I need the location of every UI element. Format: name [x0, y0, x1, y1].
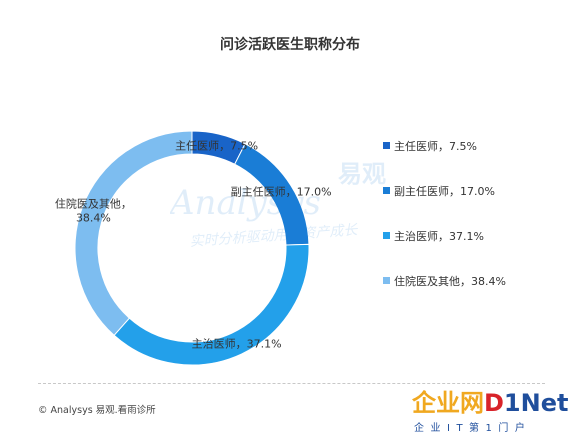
chart-title: 问诊活跃医生职称分布: [220, 37, 360, 53]
legend-item-2: 主治医师，37.1%: [383, 228, 484, 244]
logo-cn: 企业网: [412, 389, 484, 417]
data-label-0-line-0: 主任医师，7.5%: [175, 139, 258, 152]
legend-label-2: 主治医师，37.1%: [394, 230, 484, 243]
logo-d: D: [484, 389, 504, 417]
legend-swatch-2: [383, 232, 390, 239]
legend-label-0: 主任医师，7.5%: [394, 140, 477, 153]
legend-item-3: 住院医及其他，38.4%: [383, 273, 506, 289]
legend-swatch-0: [383, 142, 390, 149]
donut-slice-3: [74, 130, 193, 336]
logo-net: 1Net: [503, 389, 569, 417]
data-label-1: 副主任医师，17.0%: [231, 185, 332, 198]
footer-divider: [38, 383, 545, 384]
data-label-3-line-0: 住院医及其他，: [55, 196, 132, 210]
logo-subtitle: 企业IT第1门户: [414, 423, 532, 434]
legend-label-3: 住院医及其他，38.4%: [394, 275, 506, 288]
data-label-1-line-0: 副主任医师，17.0%: [231, 185, 332, 198]
legend-swatch-1: [383, 187, 390, 194]
data-label-0: 主任医师，7.5%: [175, 139, 258, 152]
legend-item-0: 主任医师，7.5%: [383, 138, 477, 154]
data-label-3-line-1: 38.4%: [76, 211, 111, 224]
footer-source: © Analysys 易观.看雨诊所: [38, 405, 156, 416]
site-logo: 企业网D1Net 企业IT第1门户: [412, 390, 574, 434]
legend-swatch-3: [383, 277, 390, 284]
data-label-3: 住院医及其他， 38.4%: [55, 196, 132, 224]
legend-label-1: 副主任医师，17.0%: [394, 185, 495, 198]
data-label-2: 主治医师，37.1%: [192, 337, 282, 351]
data-label-2-line-0: 主治医师，37.1%: [192, 337, 282, 351]
legend-item-1: 副主任医师，17.0%: [383, 183, 495, 199]
